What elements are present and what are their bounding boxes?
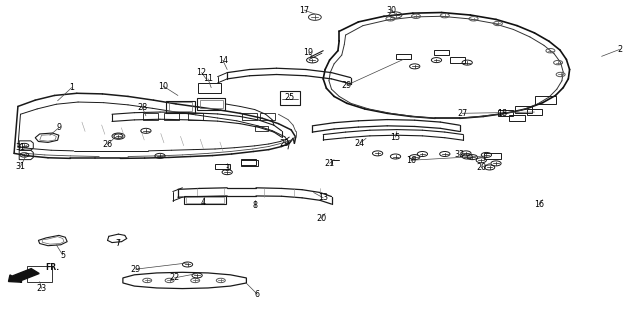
Bar <box>215 164 230 169</box>
Text: 17: 17 <box>299 6 309 14</box>
Bar <box>242 113 257 120</box>
Bar <box>197 98 225 110</box>
Text: 21: 21 <box>324 159 335 168</box>
Text: 10: 10 <box>158 82 168 90</box>
Text: 7: 7 <box>116 239 121 248</box>
Bar <box>198 83 221 93</box>
Bar <box>260 113 275 120</box>
Text: 22: 22 <box>169 274 179 282</box>
FancyArrow shape <box>8 269 39 282</box>
Text: 27: 27 <box>457 109 467 118</box>
Text: 3: 3 <box>225 164 230 173</box>
Bar <box>186 197 224 203</box>
Bar <box>166 101 195 113</box>
Text: 29: 29 <box>131 265 141 274</box>
Text: 15: 15 <box>390 133 401 141</box>
Text: 29: 29 <box>342 81 352 90</box>
Bar <box>280 91 300 105</box>
Text: 18: 18 <box>497 109 508 118</box>
Text: 25: 25 <box>284 93 294 101</box>
Bar <box>169 102 192 111</box>
Bar <box>27 266 52 282</box>
Text: 5: 5 <box>60 251 65 259</box>
Text: 32: 32 <box>454 150 465 159</box>
Text: 8: 8 <box>252 202 257 210</box>
Bar <box>200 100 223 108</box>
Bar <box>143 113 158 120</box>
Bar <box>527 109 542 115</box>
Bar <box>241 159 256 165</box>
Text: 31: 31 <box>15 162 26 171</box>
Text: 14: 14 <box>218 56 228 64</box>
Bar <box>164 113 179 120</box>
Text: 4: 4 <box>201 198 206 207</box>
Text: 19: 19 <box>303 48 314 57</box>
Bar <box>396 54 411 59</box>
Text: 26: 26 <box>102 140 113 149</box>
Text: 30: 30 <box>387 6 397 14</box>
Bar <box>509 115 525 121</box>
Bar <box>515 106 532 113</box>
Text: 20: 20 <box>316 214 326 223</box>
Text: 1: 1 <box>69 83 74 92</box>
Bar <box>188 113 203 120</box>
Text: 12: 12 <box>196 68 207 77</box>
Bar <box>535 96 556 104</box>
Text: FR.: FR. <box>45 263 60 272</box>
Text: 9: 9 <box>56 123 61 132</box>
Text: 28: 28 <box>137 103 147 111</box>
Text: 16: 16 <box>534 200 544 209</box>
Bar <box>184 196 226 204</box>
Bar <box>484 153 501 159</box>
Text: 16: 16 <box>406 156 416 165</box>
Text: 31: 31 <box>15 143 26 152</box>
Text: 13: 13 <box>318 193 328 202</box>
Text: 24: 24 <box>355 139 365 148</box>
Bar <box>255 126 268 131</box>
Text: 23: 23 <box>36 284 47 293</box>
Bar <box>241 160 258 166</box>
Bar <box>498 110 513 116</box>
Bar <box>434 50 449 55</box>
Text: 20: 20 <box>476 163 486 172</box>
Text: 11: 11 <box>203 74 213 83</box>
Bar <box>450 57 465 63</box>
Text: 6: 6 <box>255 290 260 299</box>
Text: 2: 2 <box>617 45 622 54</box>
Text: 29: 29 <box>280 140 290 148</box>
